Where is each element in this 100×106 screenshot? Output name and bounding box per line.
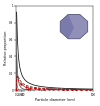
X-axis label: Particle diameter (nm): Particle diameter (nm)	[34, 98, 75, 102]
Legend: (111), (100), edges, corners, surface: (111), (100), edges, corners, surface	[26, 88, 83, 91]
Y-axis label: Relative proportion: Relative proportion	[4, 31, 8, 65]
